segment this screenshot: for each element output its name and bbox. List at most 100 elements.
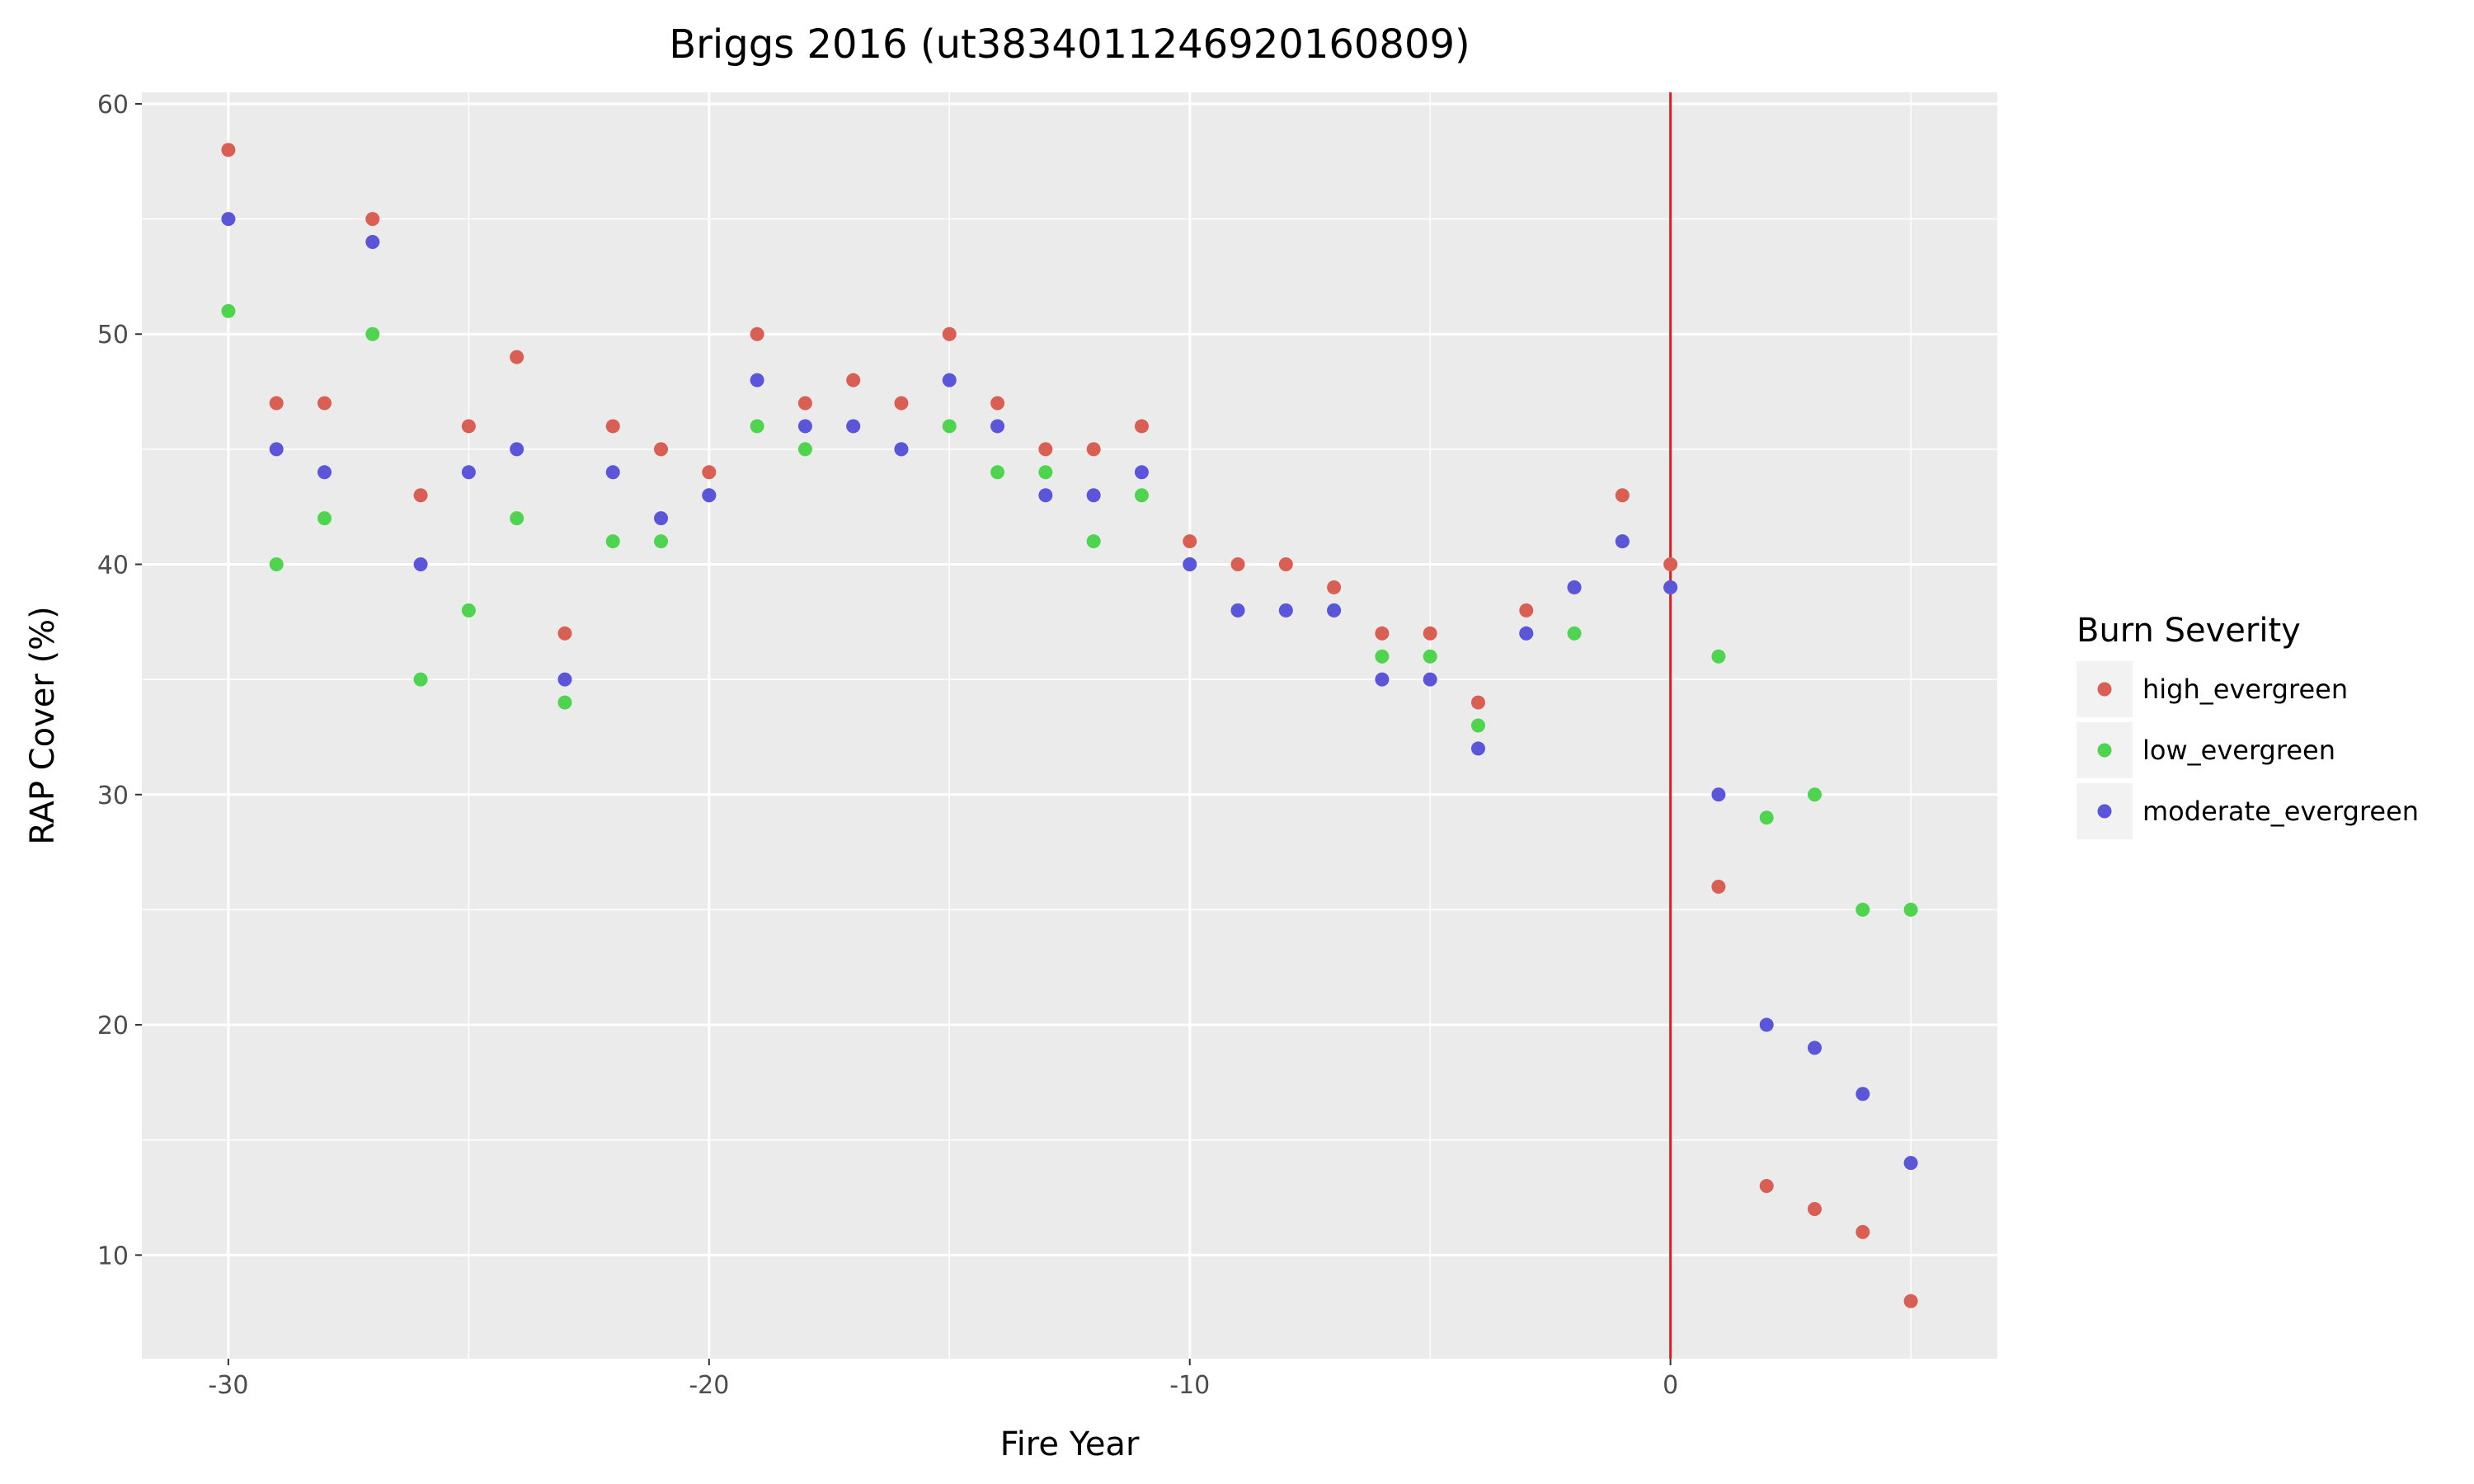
data-point-low_evergreen [221,303,236,318]
data-point-moderate_evergreen [1230,603,1245,618]
data-point-moderate_evergreen [1470,741,1485,756]
y-tick-label: 10 [97,1242,129,1270]
grid-minor [142,92,1997,1359]
data-point-low_evergreen [1134,488,1149,503]
data-point-high_evergreen [1278,557,1293,572]
x-tick-label: -20 [689,1371,729,1400]
data-point-low_evergreen [605,534,620,549]
y-tick-label: 50 [97,321,129,350]
data-point-low_evergreen [654,534,669,549]
data-point-moderate_evergreen [365,235,380,250]
legend-label-high_evergreen: high_evergreen [2142,674,2348,705]
data-point-moderate_evergreen [221,212,236,227]
data-point-low_evergreen [1423,649,1437,664]
data-point-high_evergreen [942,326,957,341]
data-point-low_evergreen [1470,718,1485,733]
data-point-high_evergreen [702,465,717,480]
data-point-high_evergreen [1519,603,1534,618]
data-point-high_evergreen [1903,1294,1918,1308]
y-tick-label: 60 [97,91,129,120]
data-point-low_evergreen [1711,649,1726,664]
x-axis-title: Fire Year [1000,1425,1140,1463]
data-point-low_evergreen [461,603,476,618]
data-point-moderate_evergreen [1567,580,1582,594]
data-point-moderate_evergreen [1278,603,1293,618]
data-point-high_evergreen [1615,488,1630,503]
legend-marker-high_evergreen [2097,682,2112,697]
x-axis: -30 -20 -10 0 [208,1359,1678,1400]
x-tick-label: -30 [208,1371,248,1400]
panel-background [142,92,1997,1359]
data-point-high_evergreen [894,396,909,411]
data-point-high_evergreen [510,350,524,364]
data-point-moderate_evergreen [1711,787,1726,802]
data-point-low_evergreen [269,557,284,572]
chart-title: Briggs 2016 (ut3834011246920160809) [669,21,1470,68]
data-point-high_evergreen [365,212,380,227]
data-point-moderate_evergreen [894,442,909,457]
data-point-low_evergreen [365,326,380,341]
data-point-moderate_evergreen [942,373,957,387]
data-point-moderate_evergreen [1519,626,1534,641]
data-point-high_evergreen [1230,557,1245,572]
data-point-high_evergreen [1327,580,1342,594]
data-point-low_evergreen [942,419,957,434]
data-point-moderate_evergreen [1903,1156,1918,1171]
data-point-moderate_evergreen [1375,672,1390,687]
data-point-high_evergreen [1663,557,1678,572]
y-tick-label: 30 [97,782,129,810]
data-point-moderate_evergreen [413,557,428,572]
data-point-high_evergreen [1711,879,1726,894]
x-tick-label: -10 [1169,1371,1210,1400]
data-point-moderate_evergreen [702,488,717,503]
y-tick-label: 40 [97,552,129,580]
data-point-low_evergreen [1807,787,1822,802]
data-point-moderate_evergreen [510,442,524,457]
data-point-low_evergreen [990,465,1005,480]
legend-title: Burn Severity [2077,612,2301,650]
data-point-low_evergreen [750,419,764,434]
data-point-high_evergreen [557,626,572,641]
data-point-moderate_evergreen [557,672,572,687]
y-axis: 10 20 30 40 50 60 [97,91,142,1270]
data-point-moderate_evergreen [461,465,476,480]
data-point-high_evergreen [654,442,669,457]
data-point-high_evergreen [221,143,236,157]
data-point-moderate_evergreen [1086,488,1101,503]
data-point-moderate_evergreen [317,465,332,480]
data-point-low_evergreen [510,511,524,526]
data-point-low_evergreen [1375,649,1390,664]
data-point-high_evergreen [990,396,1005,411]
data-point-high_evergreen [461,419,476,434]
data-point-low_evergreen [1903,902,1918,917]
data-point-low_evergreen [557,695,572,710]
data-point-moderate_evergreen [605,465,620,480]
data-point-moderate_evergreen [1856,1087,1870,1101]
data-point-moderate_evergreen [1327,603,1342,618]
data-point-high_evergreen [269,396,284,411]
x-tick-label: 0 [1663,1371,1678,1400]
legend: Burn Severity high_evergreen low_evergree… [2077,612,2419,839]
data-point-high_evergreen [1183,534,1197,549]
data-point-moderate_evergreen [990,419,1005,434]
legend-marker-low_evergreen [2097,743,2112,758]
legend-marker-moderate_evergreen [2097,804,2112,819]
data-point-high_evergreen [317,396,332,411]
data-point-moderate_evergreen [1759,1017,1774,1032]
data-point-moderate_evergreen [269,442,284,457]
y-axis-title: RAP Cover (%) [24,606,62,844]
legend-label-moderate_evergreen: moderate_evergreen [2142,796,2419,827]
data-point-high_evergreen [797,396,812,411]
data-point-high_evergreen [605,419,620,434]
y-tick-label: 20 [97,1012,129,1040]
data-point-moderate_evergreen [797,419,812,434]
data-point-high_evergreen [750,326,764,341]
data-point-moderate_evergreen [1807,1040,1822,1055]
data-point-low_evergreen [1086,534,1101,549]
data-point-high_evergreen [1759,1179,1774,1194]
data-point-high_evergreen [1856,1224,1870,1239]
data-point-high_evergreen [846,373,861,387]
data-point-moderate_evergreen [1134,465,1149,480]
legend-label-low_evergreen: low_evergreen [2142,735,2335,766]
